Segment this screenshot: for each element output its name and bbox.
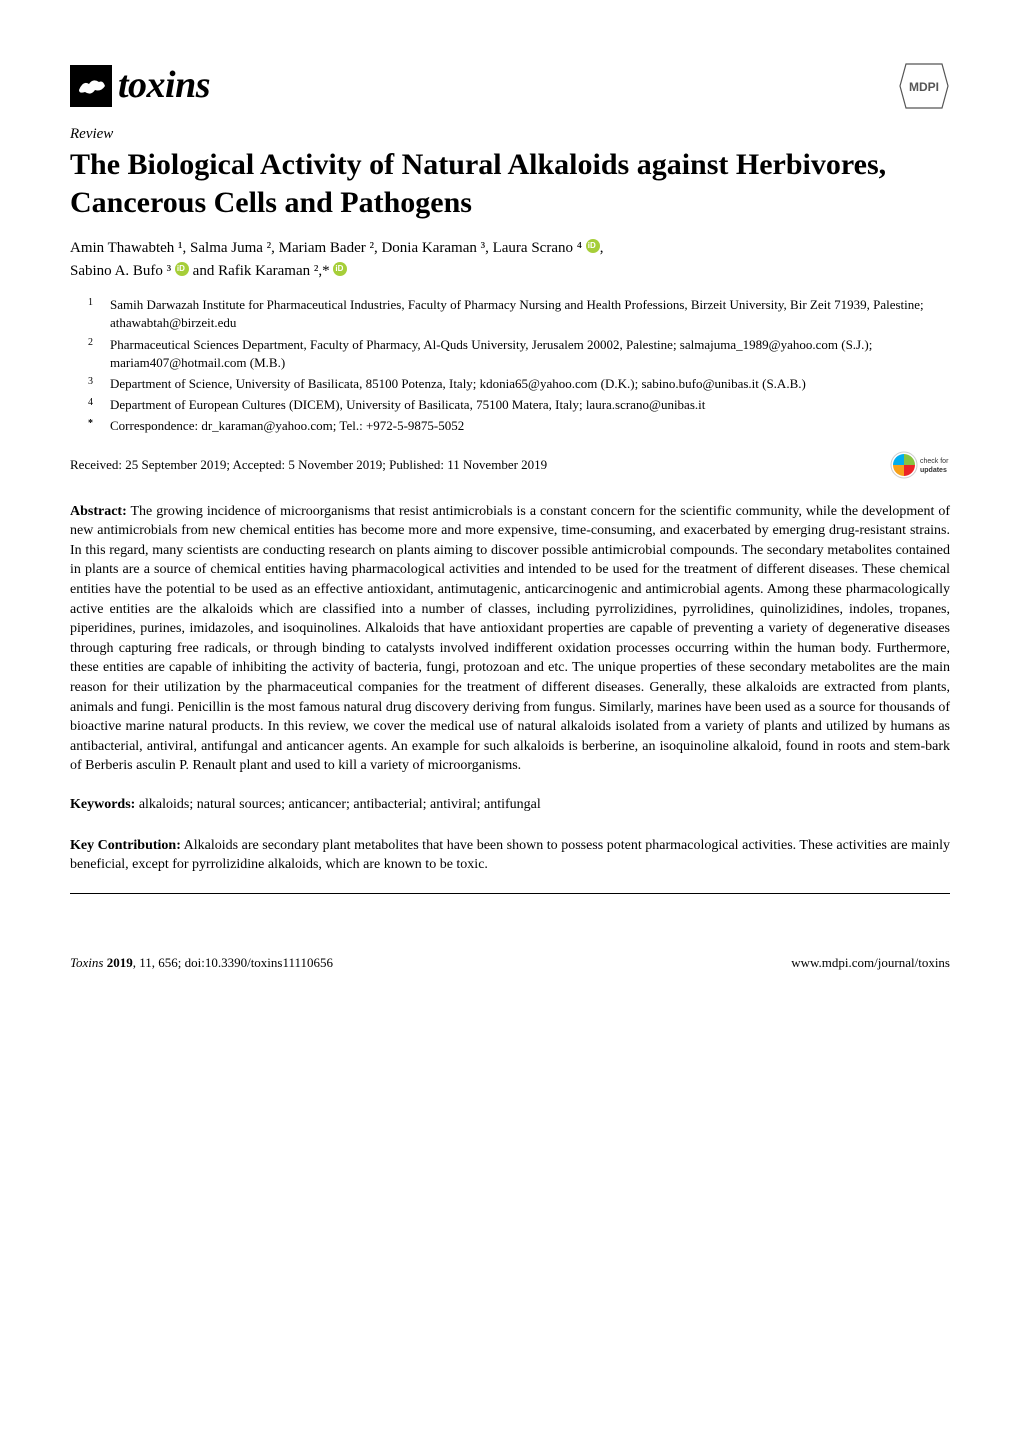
footer-year: 2019: [107, 955, 133, 970]
affiliation-item: 3 Department of Science, University of B…: [88, 375, 950, 393]
dates-row: Received: 25 September 2019; Accepted: 5…: [70, 448, 950, 482]
key-contribution-block: Key Contribution: Alkaloids are secondar…: [70, 837, 950, 894]
footer-rest: , 11, 656; doi:10.3390/toxins11110656: [133, 955, 333, 970]
abstract-label: Abstract:: [70, 504, 127, 519]
affiliation-item: 4 Department of European Cultures (DICEM…: [88, 396, 950, 414]
toxins-logo-icon: [70, 65, 112, 107]
affil-text: Pharmaceutical Sciences Department, Facu…: [110, 336, 950, 372]
orcid-icon[interactable]: [175, 262, 189, 276]
footer-journal-italic: Toxins: [70, 955, 107, 970]
affil-number: 2: [88, 336, 100, 372]
footer-url[interactable]: www.mdpi.com/journal/toxins: [791, 954, 950, 972]
affil-number: 1: [88, 296, 100, 332]
orcid-icon[interactable]: [586, 239, 600, 253]
authors-text-1: Amin Thawabteh ¹, Salma Juma ², Mariam B…: [70, 240, 582, 256]
abstract-text: The growing incidence of microorganisms …: [70, 504, 950, 774]
authors-text-3: and Rafik Karaman ²,*: [193, 263, 330, 279]
affiliation-item: * Correspondence: dr_karaman@yahoo.com; …: [88, 417, 950, 435]
authors-text-2: Sabino A. Bufo ³: [70, 263, 171, 279]
authors-block: Amin Thawabteh ¹, Salma Juma ², Mariam B…: [70, 237, 950, 282]
affil-number: *: [88, 417, 100, 435]
affiliation-item: 2 Pharmaceutical Sciences Department, Fa…: [88, 336, 950, 372]
article-title: The Biological Activity of Natural Alkal…: [70, 146, 950, 221]
header: toxins MDPI: [70, 60, 950, 112]
affiliations-list: 1 Samih Darwazah Institute for Pharmaceu…: [70, 296, 950, 435]
orcid-icon[interactable]: [333, 262, 347, 276]
affil-text: Department of Science, University of Bas…: [110, 375, 950, 393]
svg-text:updates: updates: [920, 467, 947, 474]
journal-logo-block: toxins: [70, 60, 210, 111]
keywords-text: alkaloids; natural sources; anticancer; …: [135, 797, 540, 812]
svg-text:check for: check for: [920, 458, 949, 465]
footer: Toxins 2019, 11, 656; doi:10.3390/toxins…: [70, 954, 950, 972]
keywords-block: Keywords: alkaloids; natural sources; an…: [70, 796, 950, 815]
mdpi-logo-icon: MDPI: [898, 60, 950, 112]
check-for-updates-icon[interactable]: check for updates: [890, 448, 950, 482]
journal-name: toxins: [118, 60, 210, 111]
affiliation-item: 1 Samih Darwazah Institute for Pharmaceu…: [88, 296, 950, 332]
affil-text: Department of European Cultures (DICEM),…: [110, 396, 950, 414]
key-contribution-text: Alkaloids are secondary plant metabolite…: [70, 838, 950, 872]
publication-dates: Received: 25 September 2019; Accepted: 5…: [70, 456, 547, 474]
svg-text:MDPI: MDPI: [909, 80, 939, 94]
affil-text: Samih Darwazah Institute for Pharmaceuti…: [110, 296, 950, 332]
abstract-block: Abstract: The growing incidence of micro…: [70, 502, 950, 776]
footer-citation: Toxins 2019, 11, 656; doi:10.3390/toxins…: [70, 954, 333, 972]
affil-number: 4: [88, 396, 100, 414]
keywords-label: Keywords:: [70, 797, 135, 812]
article-type: Review: [70, 124, 950, 144]
affil-text: Correspondence: dr_karaman@yahoo.com; Te…: [110, 417, 950, 435]
key-contribution-label: Key Contribution:: [70, 838, 181, 853]
affil-number: 3: [88, 375, 100, 393]
